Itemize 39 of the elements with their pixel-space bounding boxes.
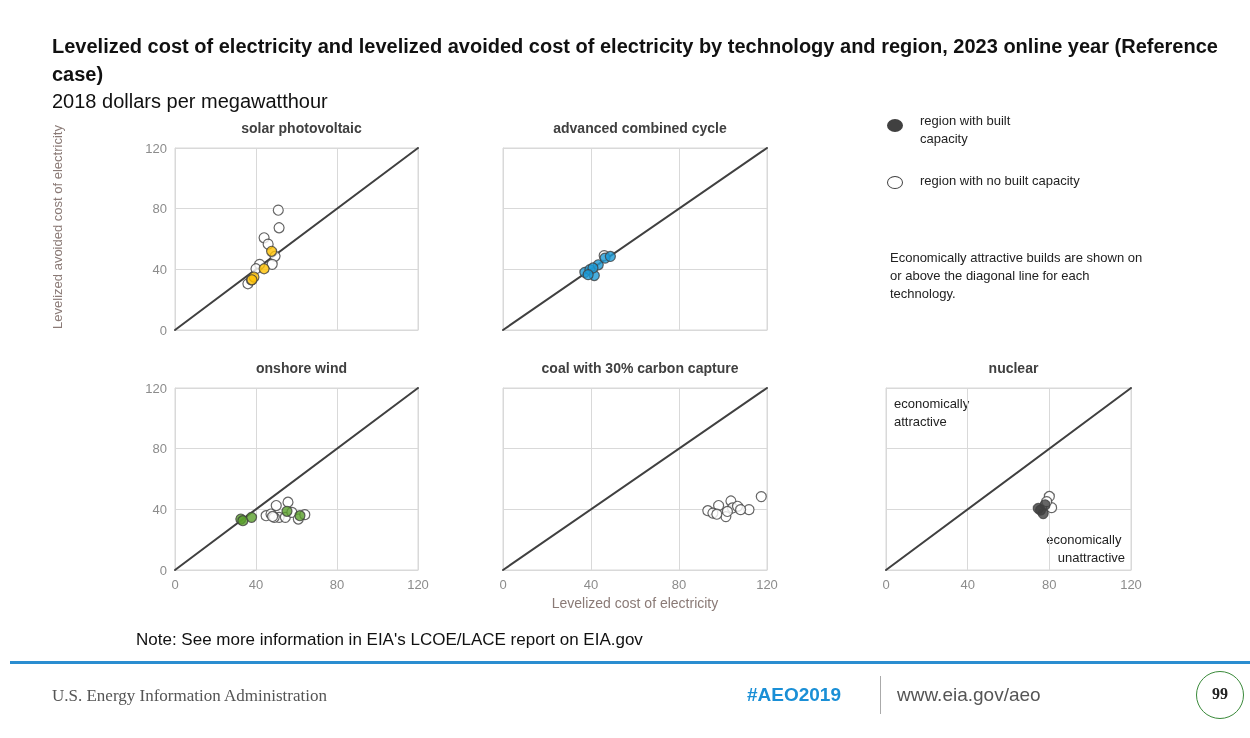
y-tick-label: 40 [152,261,167,277]
text: Note: See more information in EIA's LCOE/LACE report on EIA.gov [136,630,643,650]
text: Economically attractive builds are shown on or above the diagonal line for each technology. [890,249,1144,303]
chart-title: advanced combined cycle [553,120,727,136]
x-tick-label: 80 [1042,577,1057,592]
x-axis-title: Levelized cost of electricity [551,594,719,611]
text: U.S. Energy Information Administration [52,686,327,706]
text: www.eia.gov/aeo [897,684,1041,706]
y-tick-label: 120 [145,380,167,396]
text: Levelized cost of electricity and levelized avoided cost of electricity by technology and region, 2023 online year (Reference case) [52,34,1219,87]
chart-title: solar photovoltaic [241,120,362,136]
chart-title: coal with 30% carbon capture [541,360,739,376]
y-tick-label: 80 [152,201,167,217]
x-tick-label: 40 [583,577,599,592]
y-axis-title: Levelized avoided cost of electricity [49,124,65,329]
x-tick-label: 40 [248,577,264,592]
y-tick-label: 0 [159,562,167,578]
x-tick-label: 0 [882,577,890,592]
y-tick-label: 0 [159,322,167,338]
text: 99 [1211,685,1229,703]
x-tick-label: 120 [756,577,778,592]
annotation: economically unattractive [1046,531,1125,565]
x-tick-label: 0 [499,577,507,592]
text: #AEO2019 [747,684,842,706]
x-tick-label: 120 [407,577,429,592]
x-tick-label: 40 [960,577,975,592]
text: 2018 dollars per megawatthour [52,90,328,113]
y-tick-label: 120 [145,140,167,156]
chart-title: nuclear [988,360,1039,376]
x-tick-label: 80 [671,577,687,592]
x-tick-label: 80 [329,577,345,592]
text: region with built capacity [920,112,1012,148]
y-tick-label: 80 [152,441,167,457]
x-tick-label: 120 [1120,577,1142,592]
text: region with no built capacity [920,173,1080,188]
annotation: economically attractive [894,395,973,429]
x-tick-label: 0 [171,577,179,592]
chart-title: onshore wind [256,360,347,376]
y-tick-label: 40 [152,501,167,517]
